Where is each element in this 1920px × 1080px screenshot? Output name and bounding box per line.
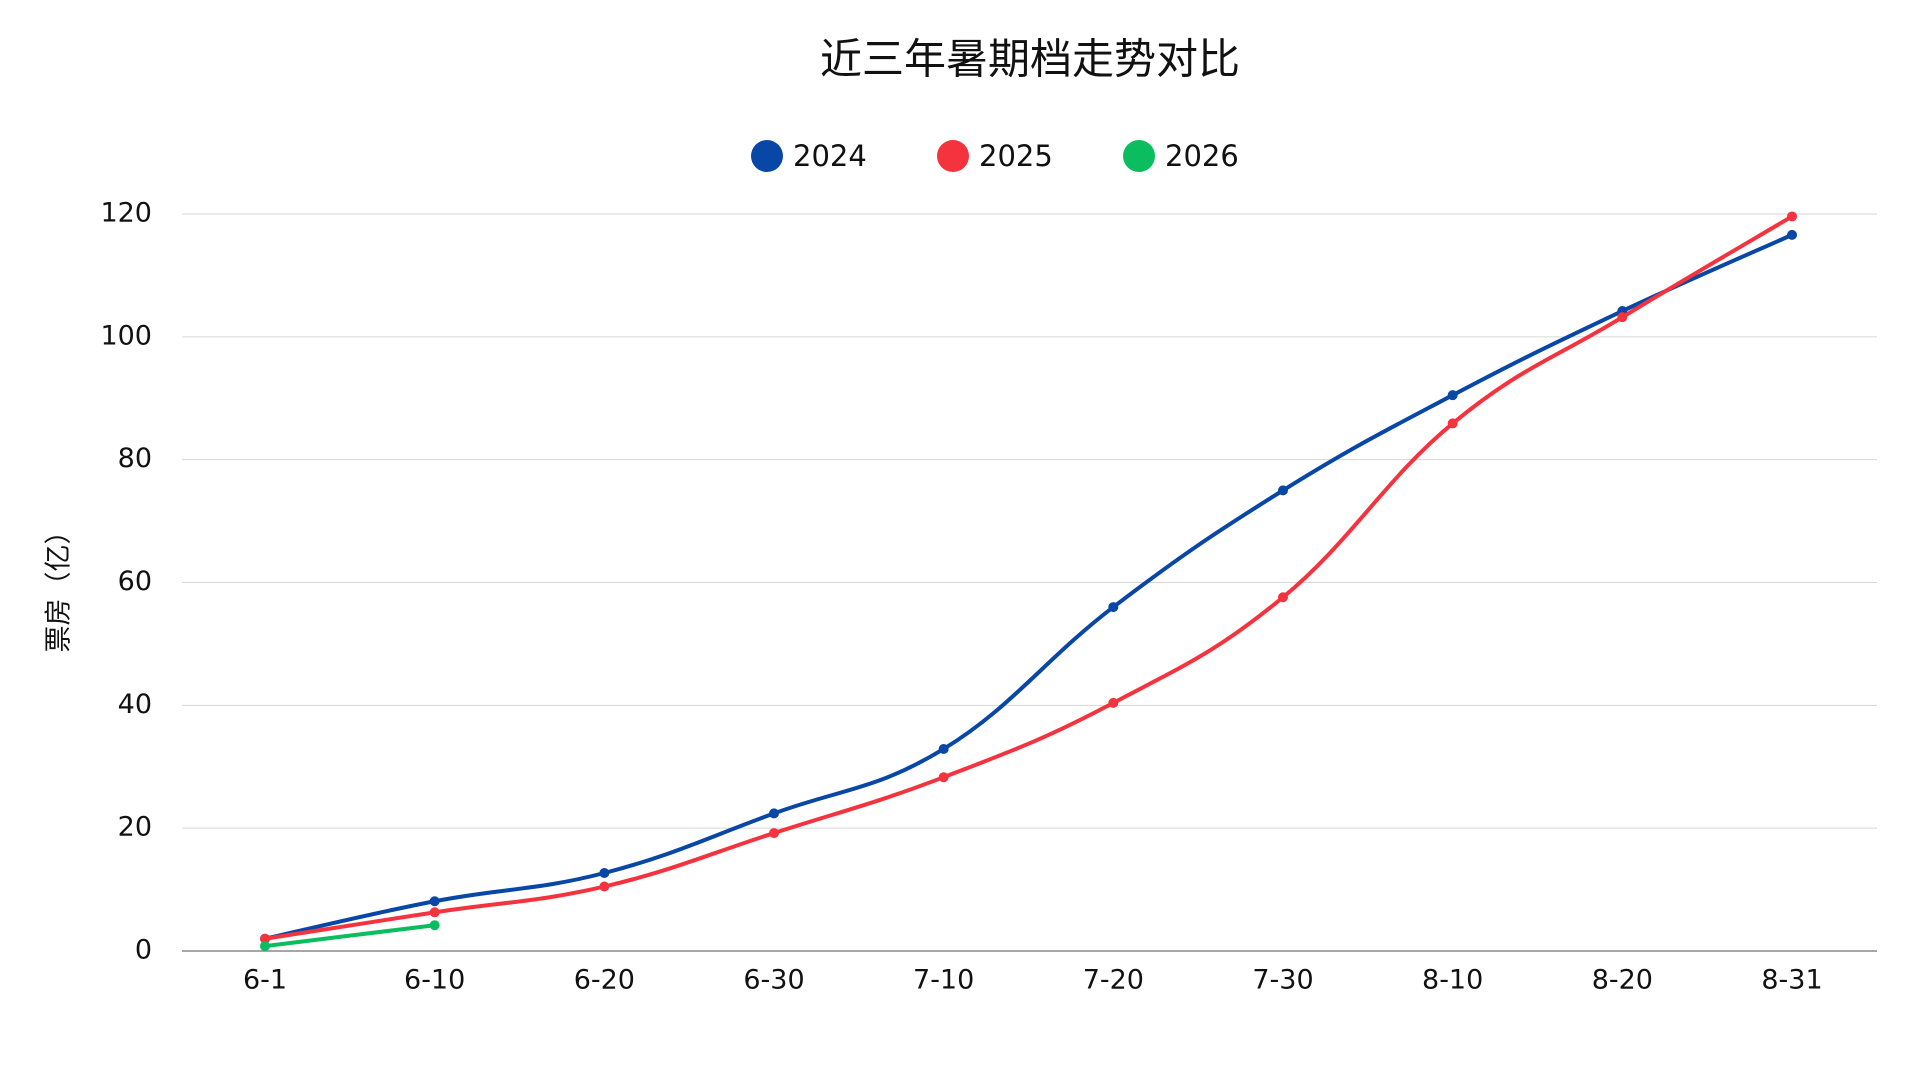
y-tick-label: 80 xyxy=(118,443,152,474)
point xyxy=(1787,211,1797,222)
legend-label: 2026 xyxy=(1165,139,1239,173)
x-tick-label: 6-1 xyxy=(243,965,287,996)
x-tick-label: 8-20 xyxy=(1592,965,1653,996)
line xyxy=(264,923,435,949)
y-tick-label: 0 xyxy=(135,935,152,966)
point xyxy=(429,896,440,907)
point xyxy=(1108,602,1119,613)
y-tick-label: 20 xyxy=(118,812,152,843)
y-axis-label: 票房（亿） xyxy=(44,518,75,653)
chart-title: 近三年暑期档走势对比 xyxy=(820,35,1240,84)
point xyxy=(938,743,949,754)
point xyxy=(1447,418,1458,429)
legend-label: 2024 xyxy=(793,139,867,173)
x-tick-label: 7-30 xyxy=(1252,965,1313,996)
legend-marker xyxy=(937,140,969,172)
x-tick-label: 6-30 xyxy=(743,965,804,996)
x-tick-label: 8-31 xyxy=(1761,965,1822,996)
legend-marker xyxy=(751,140,783,172)
y-tick-label: 60 xyxy=(118,566,152,597)
point xyxy=(938,772,949,783)
point xyxy=(769,828,779,839)
point xyxy=(260,941,270,952)
point xyxy=(429,920,440,931)
point xyxy=(260,933,270,944)
point xyxy=(599,881,610,892)
point xyxy=(1447,390,1458,401)
y-tick-label: 120 xyxy=(100,198,152,229)
point xyxy=(1278,485,1288,496)
x-tick-label: 8-10 xyxy=(1422,965,1483,996)
point xyxy=(1787,229,1797,240)
x-tick-label: 7-20 xyxy=(1083,965,1144,996)
legend-marker xyxy=(1123,140,1155,172)
point xyxy=(599,868,610,879)
y-tick-label: 100 xyxy=(100,320,152,351)
point xyxy=(1617,312,1628,323)
line xyxy=(264,233,1793,941)
x-tick-label: 6-10 xyxy=(404,965,465,996)
legend-label: 2025 xyxy=(979,139,1053,173)
point xyxy=(769,808,779,819)
point xyxy=(1278,592,1288,603)
x-tick-label: 6-20 xyxy=(574,965,635,996)
y-tick-label: 40 xyxy=(118,689,152,720)
line xyxy=(264,214,1794,941)
point xyxy=(429,907,440,918)
x-tick-label: 7-10 xyxy=(913,965,974,996)
point xyxy=(1108,697,1119,708)
